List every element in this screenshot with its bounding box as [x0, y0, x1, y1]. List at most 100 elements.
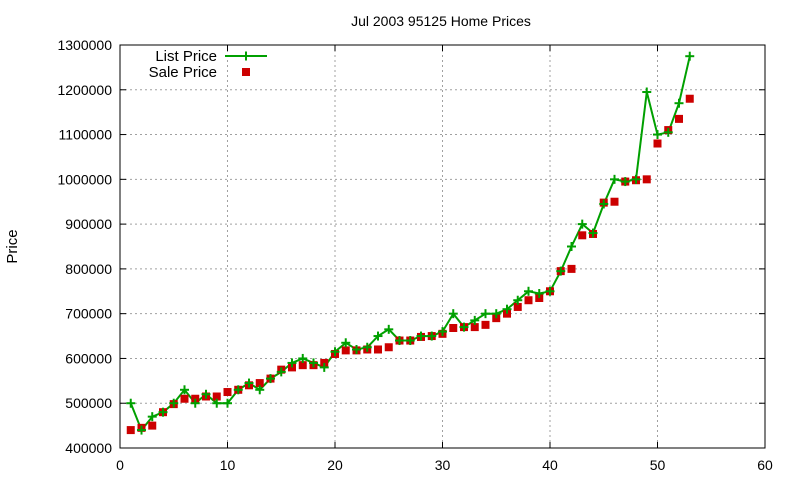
- sale-price-point: [255, 379, 264, 388]
- list-price-point: [287, 358, 297, 368]
- sale-price-point: [148, 421, 157, 430]
- list-price-point: [599, 199, 609, 209]
- list-price-point: [588, 228, 598, 238]
- list-price-point: [223, 398, 232, 408]
- list-price-point: [642, 87, 652, 97]
- x-tick-label: 10: [220, 457, 236, 473]
- series-layer: [126, 51, 695, 435]
- sale-price-point: [685, 94, 694, 103]
- list-price-point: [534, 289, 544, 299]
- list-price-point: [137, 425, 146, 435]
- list-price-point: [309, 358, 318, 368]
- list-price-point: [610, 174, 619, 184]
- sale-price-point: [384, 343, 393, 352]
- y-tick-label: 1200000: [57, 82, 112, 98]
- legend-marker-list-price: [241, 51, 251, 61]
- list-price-point: [502, 304, 512, 314]
- list-price-point: [427, 331, 437, 341]
- sale-price-point: [470, 323, 479, 332]
- chart-title: Jul 2003 95125 Home Prices: [351, 13, 531, 29]
- y-tick-label: 500000: [65, 395, 112, 411]
- list-price-point: [513, 295, 523, 305]
- list-price-point: [405, 336, 415, 346]
- x-tick-label: 20: [327, 457, 343, 473]
- list-price-point: [577, 219, 587, 229]
- sale-price-point: [374, 345, 382, 354]
- list-price-point: [212, 398, 222, 408]
- list-price-point: [470, 315, 480, 325]
- y-tick-label: 700000: [65, 306, 112, 322]
- list-price-point: [126, 398, 136, 408]
- x-tick-label: 30: [435, 457, 451, 473]
- legend-label-sale-price: Sale Price: [149, 64, 217, 81]
- sale-price-point: [180, 394, 189, 403]
- y-tick-label: 900000: [65, 216, 112, 232]
- y-tick-label: 1000000: [57, 171, 112, 187]
- x-tick-label: 0: [116, 457, 124, 473]
- plot-frame: [119, 44, 766, 449]
- list-price-point: [620, 177, 630, 187]
- list-price-point: [481, 309, 490, 319]
- list-price-point: [459, 322, 469, 332]
- x-tick-label: 40: [542, 457, 558, 473]
- list-price-point: [674, 98, 684, 108]
- axis-ticks: 0 10 20 30 40 50 60 400000 500000 600000 700000 800…: [57, 37, 773, 473]
- list-price-point: [567, 242, 576, 251]
- list-price-point: [438, 327, 447, 337]
- list-price-point: [352, 344, 361, 354]
- list-price-point: [201, 389, 211, 399]
- sale-price-point: [610, 197, 619, 206]
- sale-price-point: [212, 392, 221, 401]
- sale-price-point: [298, 361, 307, 370]
- list-price-point: [244, 378, 254, 388]
- list-price-point: [524, 286, 533, 296]
- list-price-point: [685, 51, 695, 61]
- y-tick-label: 400000: [65, 440, 112, 456]
- sale-price-point: [567, 264, 576, 273]
- grid-lines: [120, 45, 765, 448]
- legend-marker-sale-price: [242, 68, 250, 76]
- sale-price-point: [449, 323, 458, 332]
- y-tick-label: 1300000: [57, 37, 112, 53]
- list-price-point: [180, 385, 189, 395]
- list-price-point: [384, 324, 394, 334]
- list-price-point: [373, 331, 383, 341]
- list-price-point: [169, 398, 179, 408]
- y-tick-label: 800000: [65, 261, 112, 277]
- sale-price-point: [675, 114, 683, 123]
- list-price-point: [663, 127, 673, 137]
- list-price-point: [545, 286, 555, 296]
- list-price-point: [362, 342, 372, 352]
- sale-price-point: [223, 388, 232, 397]
- sale-price-point: [126, 426, 135, 435]
- list-price-point: [395, 336, 404, 346]
- list-price-point: [276, 367, 286, 377]
- list-price-point: [158, 407, 168, 417]
- list-price-point: [255, 385, 265, 395]
- legend-label-list-price: List Price: [155, 48, 217, 65]
- list-price-point: [147, 412, 157, 422]
- list-price-line: [129, 55, 691, 433]
- list-price-point: [653, 130, 662, 140]
- list-price-point: [298, 353, 308, 363]
- list-price-point: [631, 174, 641, 184]
- list-price-point: [190, 398, 200, 408]
- list-price-point: [330, 347, 340, 357]
- y-tick-label: 1100000: [59, 127, 113, 143]
- list-price-point: [448, 309, 458, 319]
- list-price-point: [556, 266, 566, 276]
- list-price-point: [319, 362, 329, 372]
- sale-price-point: [513, 302, 522, 311]
- list-price-point: [416, 331, 426, 341]
- list-price-point: [266, 374, 275, 384]
- y-tick-label: 600000: [65, 350, 112, 366]
- list-price-point: [233, 385, 243, 395]
- list-price-point: [341, 338, 351, 348]
- y-axis-label: Price: [4, 229, 21, 263]
- x-tick-label: 60: [757, 457, 773, 473]
- sale-price-point: [341, 346, 350, 355]
- sale-price-point: [481, 320, 490, 329]
- sale-price-point: [653, 139, 662, 148]
